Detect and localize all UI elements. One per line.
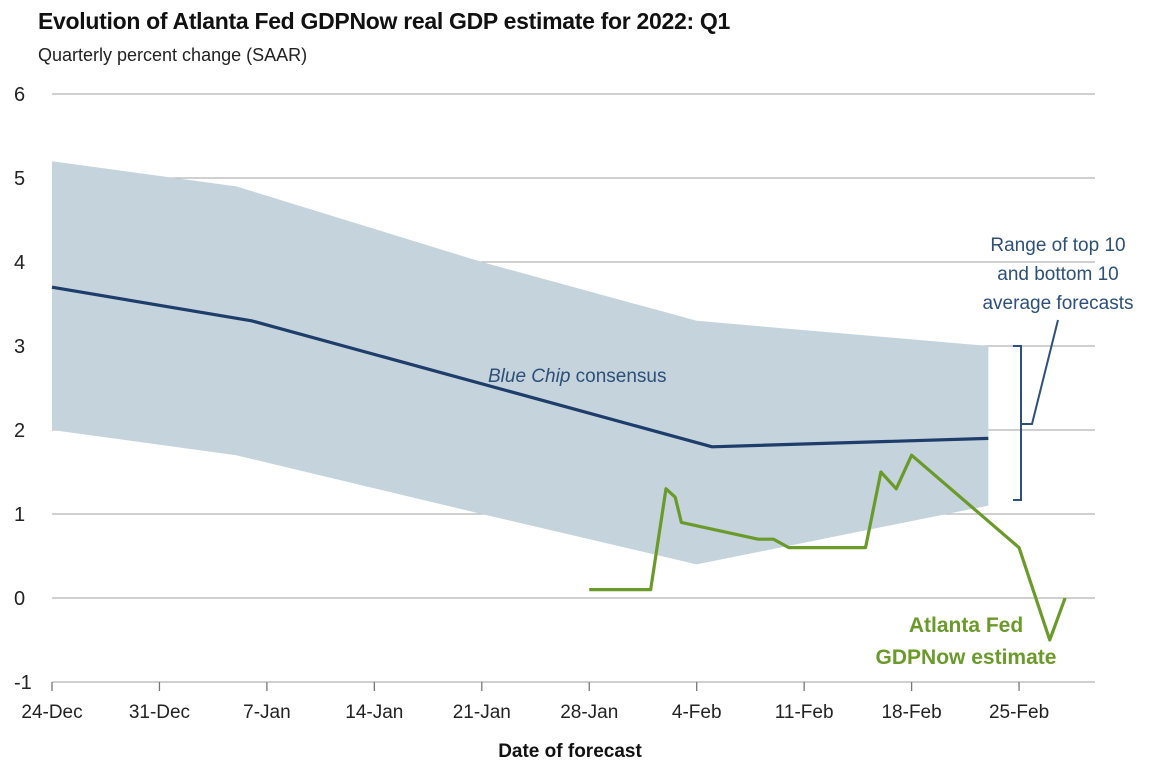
gdpnow-annotation-line-1: Atlanta Fed: [909, 614, 1023, 637]
blue-chip-annotation-italic: Blue Chip: [488, 366, 570, 387]
gdpnow-annotation-line-2: GDPNow estimate: [876, 646, 1057, 669]
y-tick-label: -1: [14, 672, 32, 694]
x-tick-label: 24-Dec: [21, 702, 82, 723]
range-annotation: Range of top 10 and bottom 10 average fo…: [982, 235, 1134, 501]
y-tick-label: 6: [14, 84, 25, 106]
y-tick-label: 2: [14, 420, 25, 442]
y-tick-label: 5: [14, 168, 25, 190]
x-tick-label: 4-Feb: [672, 702, 722, 723]
range-band-area: [52, 161, 989, 565]
x-tick-label: 14-Jan: [345, 702, 403, 723]
x-tick-label: 18-Feb: [881, 702, 941, 723]
range-annotation-line-1: Range of top 10: [990, 235, 1125, 256]
y-tick-label: 0: [14, 588, 25, 610]
blue-chip-annotation: Blue Chip consensus: [488, 366, 667, 387]
y-tick-label: 3: [14, 336, 25, 358]
range-annotation-line-3: average forecasts: [982, 293, 1133, 314]
forecast-range-band: [52, 161, 989, 565]
gdpnow-estimate-line: [589, 453, 1067, 642]
series-lines: [51, 285, 1067, 642]
x-tick-label: 7-Jan: [243, 702, 291, 723]
y-tick-label: 1: [14, 504, 25, 526]
x-tick-label: 28-Jan: [560, 702, 618, 723]
blue-chip-consensus-line: [51, 285, 989, 449]
range-annotation-line-2: and bottom 10: [997, 264, 1118, 285]
x-axis-ticks: 24-Dec 31-Dec 7-Jan 14-Jan 21-Jan 28-Jan 4-Feb…: [21, 682, 1049, 723]
chart-subtitle: Quarterly percent change (SAAR): [38, 45, 308, 65]
range-bracket: [1013, 319, 1059, 501]
blue-chip-annotation-rest: consensus: [570, 366, 666, 387]
x-tick-label: 25-Feb: [989, 702, 1049, 723]
y-tick-label: 4: [14, 252, 25, 274]
x-tick-label: 31-Dec: [129, 702, 190, 723]
y-axis-ticks: 6 5 4 3 2 1 0 -1: [14, 84, 32, 694]
x-axis-label: Date of forecast: [498, 741, 642, 762]
x-tick-label: 11-Feb: [775, 702, 834, 723]
x-tick-label: 21-Jan: [453, 702, 511, 723]
chart-title: Evolution of Atlanta Fed GDPNow real GDP…: [38, 8, 730, 34]
